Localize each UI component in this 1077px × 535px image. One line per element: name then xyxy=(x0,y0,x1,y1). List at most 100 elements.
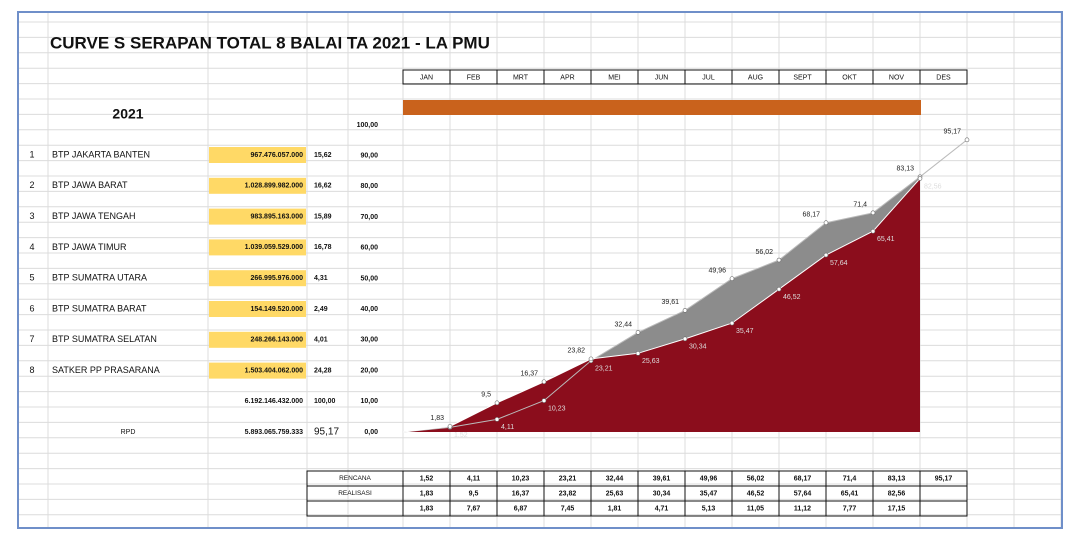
y-tick-label: 20,00 xyxy=(360,367,378,374)
x-tick-label: DES xyxy=(936,74,951,81)
difference-value: 7,67 xyxy=(467,505,481,512)
row-amount: 154.149.520.000 xyxy=(250,306,303,313)
data-label: 39,61 xyxy=(661,299,679,306)
chart-title: CURVE S SERAPAN TOTAL 8 BALAI TA 2021 - … xyxy=(50,33,490,52)
row-amount: 1.503.404.062.000 xyxy=(245,367,303,374)
amount-cell xyxy=(209,270,306,287)
data-label: 1,52 xyxy=(454,432,468,439)
frame xyxy=(17,11,1063,529)
point xyxy=(635,330,641,335)
row-percent: 16,62 xyxy=(314,183,332,190)
row-amount: 983.895.163.000 xyxy=(250,213,303,220)
row-number: 7 xyxy=(29,334,34,344)
point xyxy=(682,308,688,313)
table-value: 32,44 xyxy=(606,475,624,482)
amount-cell xyxy=(209,331,306,348)
point xyxy=(964,137,970,143)
data-label: 25,63 xyxy=(642,358,660,365)
row-amount: 248.266.143.000 xyxy=(250,337,303,344)
table-value: 71,4 xyxy=(843,475,857,482)
table-value: 25,63 xyxy=(606,490,624,497)
point xyxy=(870,228,876,234)
row-number: 1 xyxy=(29,149,34,159)
difference-value: 17,15 xyxy=(888,505,906,512)
x-tick-label: OKT xyxy=(842,74,857,81)
table-value: 4,11 xyxy=(467,475,480,482)
row-percent: 4,01 xyxy=(314,337,328,344)
row-percent: 2,49 xyxy=(314,306,328,313)
rpd-amount: 5.893.065.759.333 xyxy=(245,429,303,436)
y-tick-label: 50,00 xyxy=(360,275,378,282)
table-value: 23,21 xyxy=(559,475,577,482)
point xyxy=(776,257,782,263)
data-label: 9,5 xyxy=(481,392,491,399)
row-percent: 4,31 xyxy=(314,275,328,282)
row-percent: 15,89 xyxy=(314,213,332,220)
table-row-label: REALISASI xyxy=(338,490,372,497)
difference-value: 4,71 xyxy=(655,505,669,512)
row-amount: 1.039.059.529.000 xyxy=(245,244,303,251)
data-label: 10,23 xyxy=(548,405,566,412)
rpd-label: RPD xyxy=(121,429,136,436)
y-tick-label: 0,00 xyxy=(364,429,378,436)
data-label: 46,52 xyxy=(783,294,801,301)
point xyxy=(635,351,641,356)
amount-cell xyxy=(209,208,306,225)
y-tick-label: 80,00 xyxy=(360,183,378,190)
total-amount: 6.192.146.432.000 xyxy=(245,398,303,405)
point xyxy=(588,356,594,362)
point xyxy=(917,176,923,181)
amount-cell xyxy=(209,239,306,256)
point xyxy=(494,417,500,422)
table-value: 1,83 xyxy=(420,490,434,497)
table-value: 57,64 xyxy=(794,490,812,497)
total-percent: 100,00 xyxy=(314,398,336,405)
y-tick-label: 90,00 xyxy=(360,153,378,160)
row-amount: 266.995.976.000 xyxy=(250,275,303,282)
table-value: 1,52 xyxy=(420,475,434,482)
y-tick-label: 30,00 xyxy=(360,337,378,344)
realisasi-area xyxy=(403,178,920,432)
row-number: 8 xyxy=(29,365,34,375)
table-value: 82,56 xyxy=(888,490,906,497)
row-name: BTP JAWA TIMUR xyxy=(52,242,127,252)
data-label: 71,4 xyxy=(853,202,867,209)
data-label: 30,34 xyxy=(689,344,707,351)
point xyxy=(823,220,829,226)
data-label: 57,64 xyxy=(830,260,848,267)
table-value: 83,13 xyxy=(888,475,906,482)
difference-value: 7,45 xyxy=(561,505,575,512)
row-amount: 1.028.899.982.000 xyxy=(245,183,303,190)
row-name: BTP JAKARTA BANTEN xyxy=(52,149,150,159)
table-value: 23,82 xyxy=(559,490,577,497)
table-cell xyxy=(919,500,968,517)
row-number: 6 xyxy=(29,303,34,313)
difference-value: 1,83 xyxy=(420,505,434,512)
difference-value: 1,81 xyxy=(608,505,622,512)
table-value: 16,37 xyxy=(512,490,530,497)
point xyxy=(541,398,547,403)
data-label: 56,02 xyxy=(755,249,773,256)
y-tick-label: 100,00 xyxy=(357,122,379,129)
table-row-label: RENCANA xyxy=(339,475,371,482)
data-label: 32,44 xyxy=(614,321,632,328)
y-tick-label: 60,00 xyxy=(360,245,378,252)
point xyxy=(776,286,782,292)
row-name: BTP SUMATRA BARAT xyxy=(52,303,147,313)
difference-value: 5,13 xyxy=(702,505,716,512)
data-label: 95,17 xyxy=(943,129,961,136)
row-name: SATKER PP PRASARANA xyxy=(52,365,160,375)
data-label: 23,82 xyxy=(567,348,585,355)
row-number: 5 xyxy=(29,273,34,283)
table-value: 65,41 xyxy=(841,490,859,497)
x-tick-label: SEPT xyxy=(793,74,812,81)
x-tick-label: APR xyxy=(560,74,574,81)
amount-cell xyxy=(209,301,306,317)
amount-cell xyxy=(209,177,306,194)
point xyxy=(541,379,547,385)
x-tick-label: JUL xyxy=(702,74,715,81)
row-number: 2 xyxy=(29,180,34,190)
row-percent: 15,62 xyxy=(314,152,332,159)
data-label: 16,37 xyxy=(520,371,538,378)
